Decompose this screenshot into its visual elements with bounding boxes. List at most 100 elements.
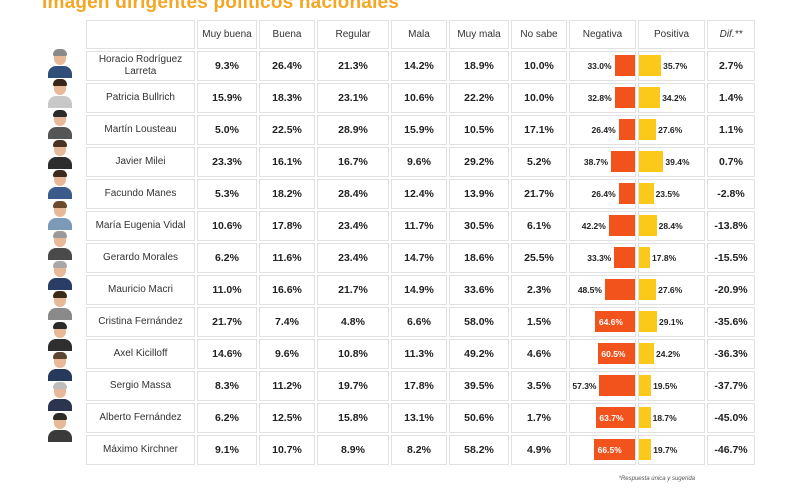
positiva-bar <box>639 279 657 300</box>
politician-name: Martín Lousteau <box>86 115 195 145</box>
negativa-cell: 57.3% <box>569 371 636 401</box>
politician-avatar-icon <box>44 230 76 260</box>
negativa-label: 33.0% <box>587 61 612 71</box>
cell-mala: 8.2% <box>391 435 447 465</box>
positiva-label: 17.8% <box>652 253 677 263</box>
cell-muy-mala: 49.2% <box>449 339 509 369</box>
cell-no-sabe: 1.7% <box>511 403 567 433</box>
cell-no-sabe: 25.5% <box>511 243 567 273</box>
negativa-label: 60.5% <box>601 349 626 359</box>
cell-no-sabe: 4.9% <box>511 435 567 465</box>
cell-muy-mala: 50.6% <box>449 403 509 433</box>
cell-dif: 0.7% <box>707 147 755 177</box>
cell-muy-buena: 23.3% <box>197 147 257 177</box>
header-positiva: Positiva <box>638 20 705 49</box>
negativa-cell: 48.5% <box>569 275 636 305</box>
header-dif: Dif.** <box>707 20 755 49</box>
cell-no-sabe: 5.2% <box>511 147 567 177</box>
negativa-cell: 63.7% <box>569 403 636 433</box>
negativa-cell: 64.6% <box>569 307 636 337</box>
table-row: Mauricio Macri 11.0% 16.6% 21.7% 14.9% 33.6% 2… <box>86 275 755 305</box>
negativa-bar <box>611 151 635 172</box>
cell-buena: 18.2% <box>259 179 315 209</box>
cell-muy-buena: 5.0% <box>197 115 257 145</box>
positiva-label: 24.2% <box>656 349 681 359</box>
cell-muy-buena: 9.3% <box>197 51 257 81</box>
table-row: Facundo Manes 5.3% 18.2% 28.4% 12.4% 13.9% 21.… <box>86 179 755 209</box>
positiva-bar <box>639 55 662 76</box>
politician-name: Facundo Manes <box>86 179 195 209</box>
cell-dif: -37.7% <box>707 371 755 401</box>
positiva-label: 19.5% <box>653 381 678 391</box>
negativa-label: 57.3% <box>572 381 597 391</box>
politician-avatar-icon <box>44 169 76 200</box>
politician-avatar-icon <box>44 351 76 381</box>
cell-buena: 9.6% <box>259 339 315 369</box>
image-table: Muy buena Buena Regular Mala Muy mala No… <box>84 18 757 467</box>
footnote: *Respuesta única y sugerida <box>618 476 695 482</box>
cell-muy-mala: 18.9% <box>449 51 509 81</box>
negativa-bar <box>604 279 635 300</box>
table-row: Javier Milei 23.3% 16.1% 16.7% 9.6% 29.2% 5.2%… <box>86 147 755 177</box>
positiva-bar <box>639 183 654 204</box>
header-negativa: Negativa <box>569 20 636 49</box>
cell-mala: 14.9% <box>391 275 447 305</box>
cell-mala: 17.8% <box>391 371 447 401</box>
cell-mala: 14.2% <box>391 51 447 81</box>
cell-muy-mala: 39.5% <box>449 371 509 401</box>
cell-no-sabe: 21.7% <box>511 179 567 209</box>
cell-no-sabe: 6.1% <box>511 211 567 241</box>
politician-name: María Eugenia Vidal <box>86 211 195 241</box>
positiva-bar <box>639 87 661 108</box>
negativa-bar <box>597 343 635 364</box>
negativa-bar <box>608 215 635 236</box>
cell-dif: -46.7% <box>707 435 755 465</box>
cell-mala: 10.6% <box>391 83 447 113</box>
cell-dif: -45.0% <box>707 403 755 433</box>
cell-muy-mala: 33.6% <box>449 275 509 305</box>
politician-avatar-icon <box>44 290 76 321</box>
cell-muy-buena: 10.6% <box>197 211 257 241</box>
cell-muy-mala: 10.5% <box>449 115 509 145</box>
cell-dif: -2.8% <box>707 179 755 209</box>
negativa-bar <box>593 439 635 460</box>
header-muy-buena: Muy buena <box>197 20 257 49</box>
cell-dif: -15.5% <box>707 243 755 273</box>
negativa-label: 32.8% <box>587 93 612 103</box>
cell-regular: 16.7% <box>317 147 389 177</box>
negativa-cell: 60.5% <box>569 339 636 369</box>
politician-avatar-icon <box>44 48 76 78</box>
negativa-bar <box>599 375 635 396</box>
politician-avatar-icon <box>44 109 76 139</box>
cell-mala: 14.7% <box>391 243 447 273</box>
cell-buena: 26.4% <box>259 51 315 81</box>
positiva-cell: 17.8% <box>638 243 705 273</box>
table-row: María Eugenia Vidal 10.6% 17.8% 23.4% 11.7% 3… <box>86 211 755 241</box>
positiva-cell: 23.5% <box>638 179 705 209</box>
cell-regular: 10.8% <box>317 339 389 369</box>
cell-muy-buena: 8.3% <box>197 371 257 401</box>
politician-avatar-icon <box>44 412 76 442</box>
cell-muy-mala: 29.2% <box>449 147 509 177</box>
cell-no-sabe: 2.3% <box>511 275 567 305</box>
cell-muy-mala: 58.0% <box>449 307 509 337</box>
header-buena: Buena <box>259 20 315 49</box>
politician-name: Mauricio Macri <box>86 275 195 305</box>
politician-name: Javier Milei <box>86 147 195 177</box>
table-row: Horacio Rodríguez Larreta 9.3% 26.4% 21.3% 1… <box>86 51 755 81</box>
positiva-bar <box>639 407 651 428</box>
cell-dif: -20.9% <box>707 275 755 305</box>
cell-buena: 12.5% <box>259 403 315 433</box>
header-no-sabe: No sabe <box>511 20 567 49</box>
positiva-bar <box>639 375 652 396</box>
positiva-cell: 39.4% <box>638 147 705 177</box>
positiva-label: 27.6% <box>658 125 683 135</box>
header-name <box>86 20 195 49</box>
cell-mala: 6.6% <box>391 307 447 337</box>
positiva-bar <box>639 439 652 460</box>
cell-regular: 28.9% <box>317 115 389 145</box>
cell-buena: 16.6% <box>259 275 315 305</box>
cell-no-sabe: 1.5% <box>511 307 567 337</box>
header-mala: Mala <box>391 20 447 49</box>
negativa-cell: 66.5% <box>569 435 636 465</box>
